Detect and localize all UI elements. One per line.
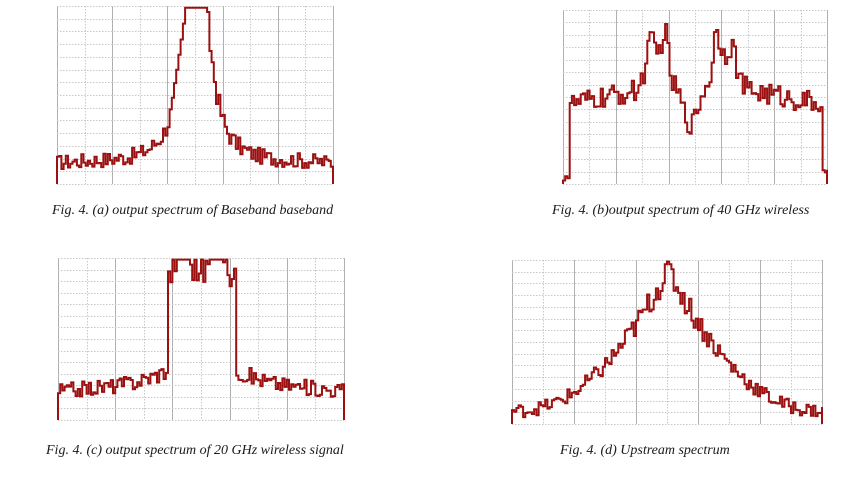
spectrum-trace [562, 23, 828, 184]
spectrum-chart-d [511, 260, 823, 425]
spectrum-plot-c [57, 258, 345, 421]
caption-a: Fig. 4. (a) output spectrum of Baseband … [52, 203, 334, 218]
grid [512, 260, 823, 425]
spectrum-plot-d [511, 260, 823, 425]
caption-b: Fig. 4. (b)output spectrum of 40 GHz wir… [552, 203, 810, 218]
spectrum-chart-a [56, 6, 334, 185]
spectrum-plot-b [562, 10, 828, 185]
spectrum-chart-b [562, 10, 828, 185]
grid [58, 258, 345, 421]
spectrum-trace [511, 260, 823, 424]
grid [57, 6, 334, 185]
caption-c: Fig. 4. (c) output spectrum of 20 GHz wi… [46, 443, 344, 458]
caption-d: Fig. 4. (d) Upstream spectrum [560, 443, 730, 458]
spectrum-plot-a [56, 6, 334, 185]
spectrum-chart-c [57, 258, 345, 421]
spectrum-trace [57, 258, 345, 420]
spectrum-trace [56, 6, 334, 184]
